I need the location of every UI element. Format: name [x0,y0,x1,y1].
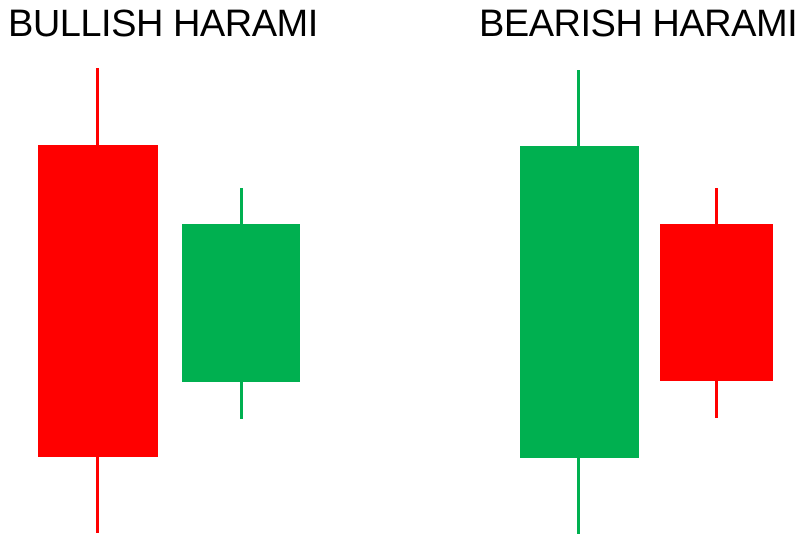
large-green-candle-lower-wick [577,458,580,534]
large-red-candle-lower-wick [96,457,99,533]
small-green-candle-body [182,224,300,382]
small-red-candle-body [660,224,773,381]
bullish-harami-title: BULLISH HARAMI [8,3,318,45]
large-red-candle-body [38,145,158,457]
bearish-harami-title: BEARISH HARAMI [479,3,798,45]
small-green-candle-lower-wick [240,382,243,419]
large-red-candle-upper-wick [96,68,99,145]
large-green-candle-body [520,146,639,458]
large-green-candle-upper-wick [577,70,580,146]
small-red-candle-upper-wick [715,188,718,224]
small-green-candle-upper-wick [240,188,243,224]
small-red-candle-lower-wick [715,381,718,418]
